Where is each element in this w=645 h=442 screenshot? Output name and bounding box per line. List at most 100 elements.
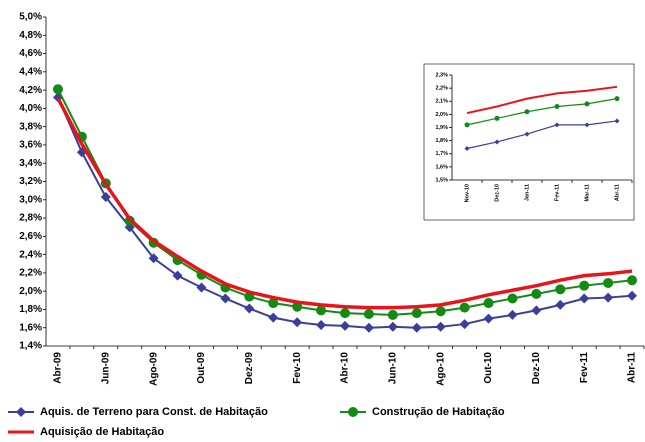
marker [196, 282, 207, 293]
marker [554, 122, 560, 128]
marker [244, 303, 255, 314]
marker [531, 305, 542, 316]
y-tick-label: 3,8% [19, 121, 42, 132]
x-tick-label: Fev-10 [292, 352, 303, 384]
legend-marker [348, 407, 358, 417]
marker [411, 322, 422, 333]
marker [507, 293, 518, 304]
marker [524, 131, 530, 137]
marker [483, 313, 494, 324]
marker [435, 321, 446, 332]
marker [584, 122, 590, 128]
x-tick-label: Mar-11 [584, 184, 590, 201]
y-tick-label: 3,6% [19, 140, 42, 151]
marker [464, 146, 470, 151]
marker [435, 306, 446, 317]
marker [316, 305, 327, 316]
y-tick-label: 2,0% [435, 112, 448, 118]
marker [555, 284, 566, 295]
x-tick-label: Ago-09 [148, 352, 159, 386]
marker [554, 104, 560, 109]
y-tick-label: 2,4% [19, 249, 42, 260]
x-tick-label: Abr-11 [614, 184, 620, 201]
marker [340, 320, 350, 331]
x-tick-label: Jun-10 [387, 352, 398, 385]
marker [292, 301, 303, 312]
x-tick-label: Jun-09 [100, 352, 111, 385]
y-tick-label: 1,5% [435, 177, 448, 183]
x-tick-label: Ago-10 [435, 352, 446, 386]
legend-marker [16, 407, 26, 417]
marker [614, 96, 620, 102]
x-tick-label: Fev-11 [579, 352, 590, 384]
x-tick-label: Dez-10 [531, 352, 542, 385]
x-tick-label: Nov-10 [464, 184, 470, 202]
marker [603, 277, 614, 288]
series-line [56, 97, 633, 310]
series-line [466, 85, 618, 115]
marker [220, 293, 231, 304]
x-tick-label: Fev-11 [554, 184, 560, 201]
marker [627, 290, 638, 301]
marker [100, 192, 111, 203]
y-tick-label: 2,6% [19, 231, 42, 242]
marker [584, 101, 590, 107]
marker [268, 312, 279, 323]
marker [340, 308, 350, 319]
marker [363, 322, 374, 333]
marker [459, 319, 470, 330]
marker [172, 270, 183, 281]
y-tick-label: 1,6% [435, 164, 448, 170]
marker [614, 118, 620, 124]
marker [524, 109, 530, 115]
y-tick-label: 3,0% [19, 194, 42, 205]
y-tick-label: 2,0% [19, 286, 42, 297]
marker [627, 275, 638, 286]
marker [531, 288, 542, 299]
marker [555, 299, 566, 310]
marker [464, 122, 470, 128]
x-tick-label: Out-10 [483, 352, 494, 384]
marker [268, 298, 279, 309]
marker [603, 292, 614, 303]
x-tick-label: Abr-09 [53, 352, 64, 384]
y-tick-label: 2,3% [435, 72, 448, 78]
marker [507, 309, 518, 320]
legend-label: Aquis. de Terreno para Const. de Habitaç… [40, 406, 268, 418]
y-tick-label: 4,4% [19, 66, 42, 77]
y-tick-label: 4,2% [19, 85, 42, 96]
x-tick-label: Jan-11 [524, 184, 530, 201]
marker [316, 319, 327, 330]
marker [387, 321, 398, 332]
y-tick-label: 2,2% [435, 86, 448, 92]
marker [387, 309, 398, 320]
series-line [466, 120, 618, 150]
y-tick-label: 1,7% [435, 151, 448, 157]
x-tick-label: Dez-09 [244, 352, 255, 385]
y-tick-label: 3,2% [19, 176, 42, 187]
y-tick-label: 2,8% [19, 213, 42, 224]
marker [52, 84, 63, 95]
marker [411, 308, 422, 319]
y-tick-label: 1,6% [19, 322, 42, 333]
legend-label: Construção de Habitação [372, 406, 505, 418]
marker [483, 298, 494, 309]
y-tick-label: 2,1% [435, 99, 448, 105]
y-tick-label: 1,9% [435, 125, 448, 131]
y-tick-label: 4,0% [19, 103, 42, 114]
legend-label: Aquisição de Habitação [40, 426, 164, 438]
marker [494, 115, 500, 121]
marker [579, 293, 590, 304]
marker [494, 139, 500, 145]
marker [579, 280, 590, 291]
y-tick-label: 2,2% [19, 268, 42, 279]
y-tick-label: 4,8% [19, 30, 42, 41]
y-tick-label: 1,4% [19, 341, 42, 352]
x-tick-label: Out-09 [196, 352, 207, 384]
y-tick-label: 5,0% [19, 12, 42, 23]
x-tick-label: Dez-10 [494, 184, 500, 202]
marker [148, 253, 159, 264]
y-tick-label: 1,8% [19, 304, 42, 315]
x-tick-label: Abr-11 [627, 352, 638, 384]
